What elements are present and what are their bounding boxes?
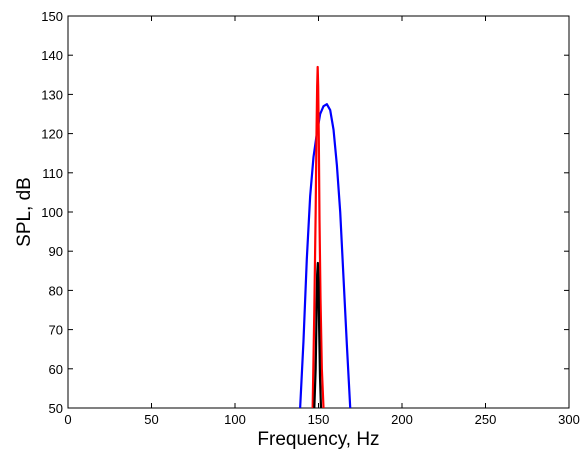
y-tick-label: 70: [49, 323, 63, 338]
y-tick-label: 130: [41, 87, 63, 102]
x-tick-label: 250: [475, 412, 497, 427]
y-tick-label: 100: [41, 205, 63, 220]
series-layer: [299, 65, 352, 409]
y-axis-ticks: 50 60 70 80 90 100 110 120 130 140 150: [41, 9, 569, 416]
y-tick-label: 110: [42, 166, 63, 181]
y-tick-label: 50: [49, 401, 63, 416]
y-tick-label: 90: [49, 244, 63, 259]
x-tick-label: 100: [224, 412, 246, 427]
y-tick-label: 140: [41, 48, 63, 63]
blue-series-line: [299, 103, 352, 409]
x-tick-label: 50: [144, 412, 158, 427]
y-tick-label: 120: [41, 127, 63, 142]
y-axis-label: SPL, dB: [14, 177, 35, 247]
red-series-line: [311, 65, 325, 409]
y-tick-label: 60: [49, 362, 63, 377]
x-axis-ticks: 0 50 100 150 200 250 300: [64, 16, 580, 427]
x-tick-label: 300: [558, 412, 580, 427]
x-tick-label: 200: [391, 412, 413, 427]
y-tick-label: 80: [49, 283, 63, 298]
y-tick-label: 150: [41, 9, 63, 24]
x-tick-label: 150: [308, 412, 330, 427]
x-tick-label: 0: [64, 412, 71, 427]
x-axis-label: Frequency, Hz: [257, 429, 379, 450]
black-series-line: [313, 261, 323, 409]
